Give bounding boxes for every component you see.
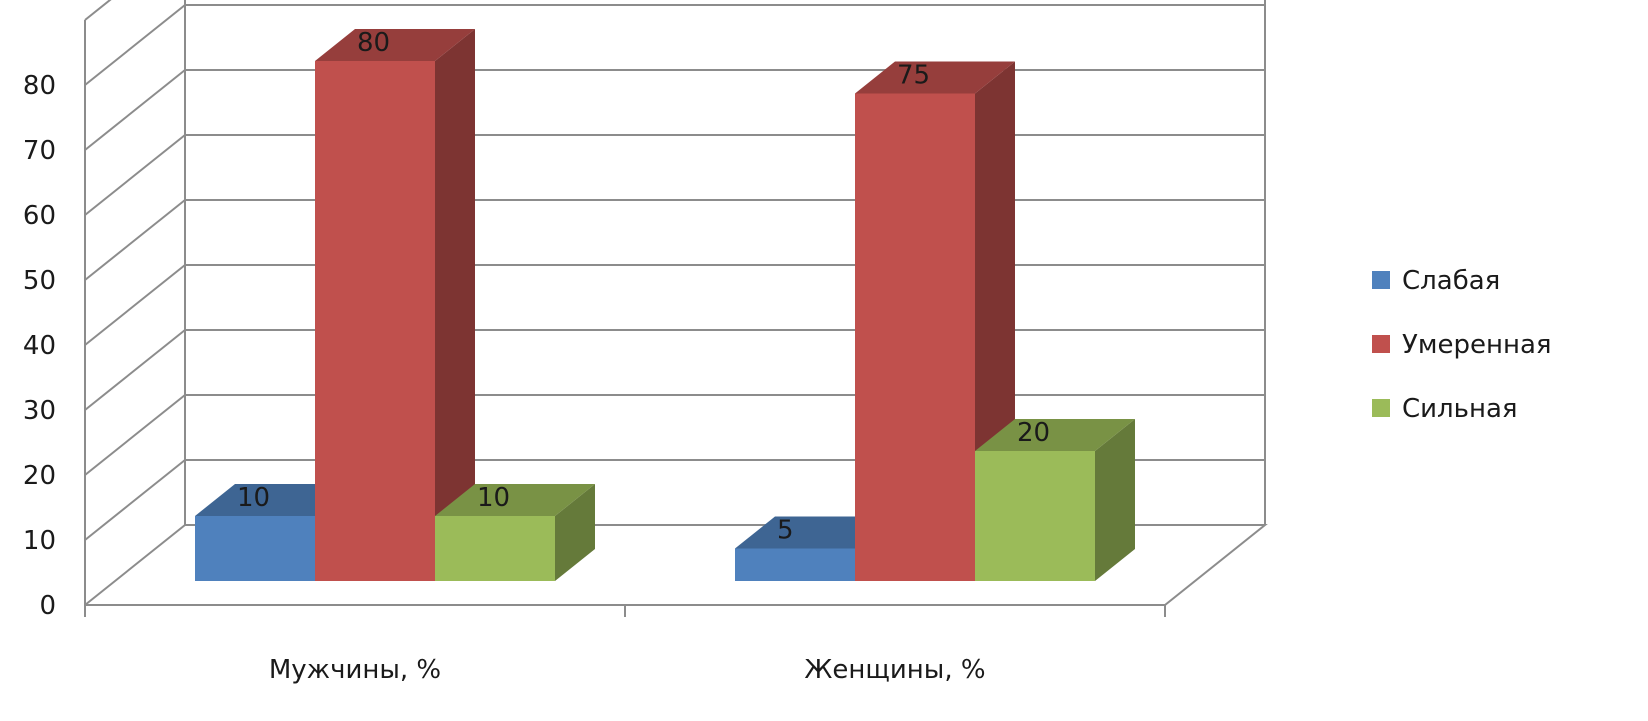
bar-top-face xyxy=(435,484,595,516)
legend-swatch xyxy=(1372,399,1390,417)
data-label: 75 xyxy=(897,61,930,91)
bar-side-face xyxy=(1095,419,1135,581)
bar-weak xyxy=(195,516,315,581)
data-label: 80 xyxy=(357,28,390,58)
bars xyxy=(195,29,1135,581)
gridline-side xyxy=(84,4,186,86)
x-category-label: Мужчины, % xyxy=(269,655,441,685)
data-label: 5 xyxy=(777,516,794,546)
legend-label: Слабая xyxy=(1402,266,1500,296)
data-label: 10 xyxy=(477,483,510,513)
gridline-side xyxy=(84,459,186,541)
data-labels: 10 80 10 5 75 20 xyxy=(237,28,1050,546)
bar-side-face xyxy=(435,29,475,581)
legend-label: Сильная xyxy=(1402,394,1518,424)
legend-label: Умеренная xyxy=(1402,330,1552,360)
y-tick-label: 60 xyxy=(23,201,56,231)
axes: 0 10 20 30 40 50 60 70 80 Мужчины, % Женщины, % xyxy=(23,71,1268,685)
gridline-side xyxy=(84,69,186,151)
y-tick-label: 50 xyxy=(23,266,56,296)
bar-strong xyxy=(435,516,555,581)
gridline-side xyxy=(84,264,186,346)
bar-top-face xyxy=(975,419,1135,451)
legend: Слабая Умеренная Сильная xyxy=(1372,266,1552,424)
bar-moderate xyxy=(315,61,435,581)
legend-swatch xyxy=(1372,335,1390,353)
y-tick-label: 70 xyxy=(23,136,56,166)
data-label: 20 xyxy=(1017,418,1050,448)
bar-top-face xyxy=(855,61,1015,94)
y-tick-label: 20 xyxy=(23,461,56,491)
y-tick-label: 0 xyxy=(39,591,56,621)
bar-top-face xyxy=(315,29,475,61)
gridline-side xyxy=(84,199,186,281)
data-label: 10 xyxy=(237,483,270,513)
gridline-side xyxy=(84,329,186,411)
y-tick-label: 80 xyxy=(23,71,56,101)
bar-moderate xyxy=(855,93,975,581)
legend-swatch xyxy=(1372,271,1390,289)
y-tick-label: 10 xyxy=(23,526,56,556)
gridline-side xyxy=(84,394,186,476)
bar-side-face xyxy=(555,484,595,581)
y-tick-label: 40 xyxy=(23,331,56,361)
y-tick-label: 30 xyxy=(23,396,56,426)
gridline-side xyxy=(84,134,186,216)
x-category-label: Женщины, % xyxy=(804,655,985,685)
bar-strong xyxy=(975,451,1095,581)
gridline-side xyxy=(84,0,112,21)
bar-weak xyxy=(735,548,855,581)
gridline-side xyxy=(84,524,186,606)
